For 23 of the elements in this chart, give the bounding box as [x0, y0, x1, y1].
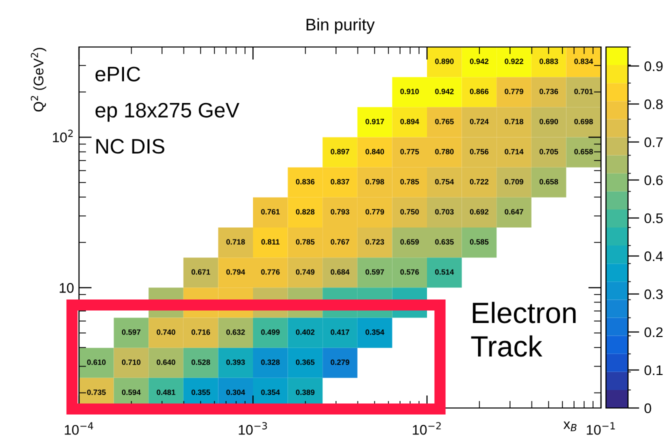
- x-tick-label: 10$^{−2}$: [412, 422, 441, 435]
- x-tick-label: 10$^{−3}$: [238, 422, 267, 435]
- color-bar-label: 0.8: [644, 99, 663, 110]
- color-bar-label: 0.1: [644, 365, 663, 376]
- annotation: NC DIS: [96, 138, 164, 154]
- color-bar-label: 0.4: [644, 251, 663, 262]
- color-bar-label: 0.7: [644, 137, 663, 148]
- color-bar-label: 0.6: [644, 175, 663, 186]
- color-bar-label: 0.9: [644, 61, 663, 72]
- x-tick-label: 10$^{−4}$: [64, 422, 94, 435]
- color-bar-label: 0.3: [644, 289, 663, 300]
- color-bar-label: 0.5: [644, 213, 663, 224]
- chart-title: Bin purity: [306, 18, 375, 34]
- y-tick-label: 10: [60, 283, 74, 293]
- color-bar-label: 0.2: [644, 327, 663, 338]
- x-tick-label: 10$^{−1}$: [586, 422, 615, 435]
- color-bar-label: 0: [644, 403, 652, 414]
- annotation: Electron Track: [471, 302, 576, 357]
- annotation: ePIC: [96, 66, 140, 82]
- annotation: ep 18x275 GeV: [96, 102, 240, 122]
- x-axis-title: x$_{B}$: [564, 422, 576, 432]
- y-axis-title: Q$^{2}$ (GeV$^{2}$): [30, 48, 46, 112]
- y-tick-label: 10$^{2}$: [52, 130, 73, 142]
